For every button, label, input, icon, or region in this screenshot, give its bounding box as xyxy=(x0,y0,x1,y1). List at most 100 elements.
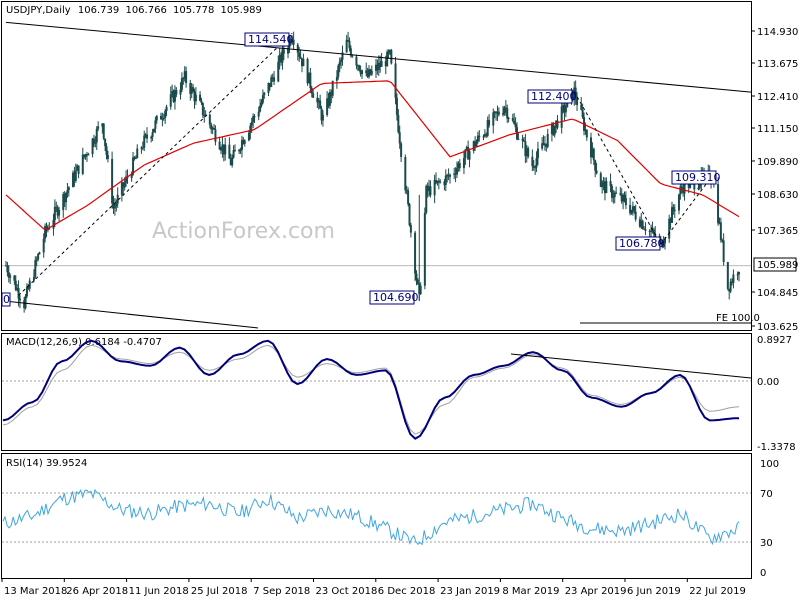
candle-body xyxy=(319,100,322,109)
candle-body xyxy=(6,265,9,273)
candle-body xyxy=(541,143,544,149)
candle-body xyxy=(25,286,28,297)
candle-body xyxy=(455,168,458,175)
price-label-box xyxy=(369,290,415,305)
candle-body xyxy=(738,272,740,275)
candle-body xyxy=(199,94,202,101)
candle-body xyxy=(576,98,579,105)
candle-body xyxy=(23,300,26,309)
candle-body xyxy=(651,229,654,232)
candle-body xyxy=(328,91,331,106)
label-layer: 114.540 104.690 112.400 109.310 106.780 0 xyxy=(1,32,721,307)
x-tick-label: 13 Mar 2018 xyxy=(4,586,67,597)
candle-body xyxy=(640,220,643,227)
candle-body xyxy=(287,47,290,54)
candle-body xyxy=(662,243,665,247)
candle-body xyxy=(464,149,467,159)
candle-body xyxy=(397,115,400,133)
candle-body xyxy=(524,141,527,156)
candle-body xyxy=(111,158,114,204)
candle-body xyxy=(687,181,690,188)
candle-body xyxy=(151,132,154,137)
candle-body xyxy=(457,163,460,169)
candle-body xyxy=(32,276,35,281)
candle-body xyxy=(525,148,528,156)
candle-body xyxy=(428,186,431,192)
candle-body xyxy=(624,198,627,206)
candle-body xyxy=(165,106,168,112)
fe-label: FE 100.0 xyxy=(716,313,760,324)
candle-body xyxy=(630,209,633,214)
candle-body xyxy=(377,62,380,71)
candle-body xyxy=(513,120,516,124)
candle-body xyxy=(250,122,253,126)
candle-body xyxy=(192,87,195,92)
candle-body xyxy=(405,190,408,192)
x-tick-label: 7 Sep 2018 xyxy=(253,586,310,597)
candle-body xyxy=(232,150,235,158)
candle-body xyxy=(56,207,59,216)
candle-body xyxy=(289,38,292,43)
candle-body xyxy=(201,102,204,116)
candle-body xyxy=(492,112,495,126)
candle-body xyxy=(48,228,51,230)
price-label-box xyxy=(527,89,573,104)
candle-body xyxy=(140,147,143,149)
candle-body xyxy=(374,64,377,71)
candle-body xyxy=(556,120,559,128)
candle-body xyxy=(62,194,65,210)
candle-body xyxy=(316,97,319,103)
candle-body xyxy=(229,158,232,166)
candle-body xyxy=(355,56,358,66)
price-point-label: 114.540 xyxy=(244,32,294,47)
candle-body xyxy=(185,71,188,84)
candle-body xyxy=(85,154,88,156)
candle-body xyxy=(425,185,428,213)
candle-body xyxy=(550,123,553,135)
candle-body xyxy=(497,111,500,115)
candle-body xyxy=(384,60,387,67)
candle-body xyxy=(327,98,330,106)
candle-body xyxy=(496,111,499,114)
dashed-fib-line xyxy=(660,175,713,245)
candle-body xyxy=(563,105,566,113)
candle-body xyxy=(603,181,606,194)
candle-body xyxy=(394,63,397,98)
candle-body xyxy=(347,39,350,41)
candle-body xyxy=(154,120,157,129)
candle-body xyxy=(141,147,144,149)
candle-body xyxy=(728,288,731,292)
candle-body xyxy=(546,134,549,147)
candle-body xyxy=(731,281,734,283)
candle-body xyxy=(76,165,79,171)
candle-body xyxy=(535,157,538,168)
candle-body xyxy=(257,111,260,117)
price-label-text: 104.690 xyxy=(373,291,419,304)
candle-body xyxy=(437,180,440,183)
candle-body xyxy=(298,52,301,57)
candle-body xyxy=(605,181,608,194)
candle-body xyxy=(337,65,340,77)
candle-body xyxy=(358,65,361,71)
candle-body xyxy=(429,186,432,196)
candle-body xyxy=(34,260,37,277)
candle-body xyxy=(81,154,84,174)
candle-body xyxy=(415,273,418,280)
candle-body xyxy=(152,128,155,133)
candle-body xyxy=(161,118,164,120)
candle-body xyxy=(366,72,369,77)
candle-body xyxy=(601,182,604,188)
candle-body xyxy=(545,143,548,147)
candle-body xyxy=(475,141,478,147)
candle-body xyxy=(507,117,510,119)
candle-body xyxy=(453,173,456,175)
candle-body xyxy=(172,91,175,102)
candle-body xyxy=(175,90,178,95)
candle-body xyxy=(261,95,264,103)
candle-body xyxy=(312,93,315,98)
candle-body xyxy=(72,172,75,188)
candle-body xyxy=(253,116,256,118)
candle-body xyxy=(493,111,496,113)
candle-body xyxy=(511,117,514,121)
